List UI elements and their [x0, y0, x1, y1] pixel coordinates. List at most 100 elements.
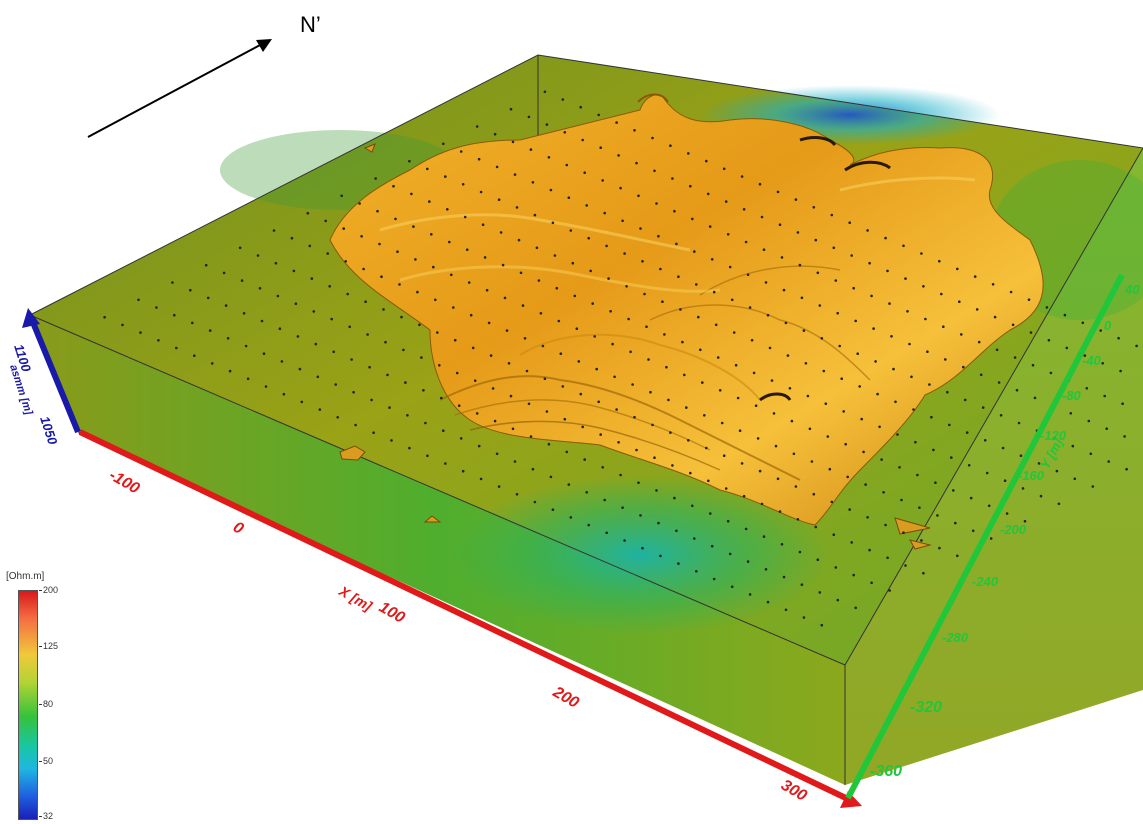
- electrode-dot: [465, 248, 469, 251]
- electrode-dot: [830, 213, 834, 217]
- electrode-dot: [820, 623, 824, 627]
- electrode-dot: [402, 348, 405, 352]
- electrode-dot: [639, 514, 642, 517]
- electrode-dot: [840, 377, 843, 381]
- electrode-dot: [591, 302, 594, 305]
- electrode-dot: [635, 161, 638, 165]
- electrode-dot: [742, 208, 746, 211]
- colorbar-unit: [Ohm.m]: [6, 571, 45, 582]
- electrode-dot: [342, 227, 346, 230]
- electrode-dot: [938, 259, 941, 263]
- electrode-dot: [599, 433, 602, 436]
- electrode-dot: [985, 471, 989, 475]
- electrode-dot: [493, 132, 497, 136]
- electrode-dot: [977, 340, 981, 344]
- electrode-dot: [709, 512, 712, 515]
- electrode-dot: [426, 167, 429, 171]
- electrode-dot: [515, 206, 519, 209]
- electrode-dot: [619, 186, 622, 190]
- electrode-dot: [394, 217, 397, 221]
- electrode-dot: [794, 485, 798, 488]
- electrode-dot: [758, 182, 762, 186]
- electrode-dot: [900, 498, 903, 502]
- electrode-dot: [872, 327, 875, 330]
- electrode-dot: [633, 415, 636, 419]
- electrode-dot: [513, 460, 517, 463]
- electrode-dot: [450, 273, 453, 277]
- electrode-dot: [908, 342, 911, 346]
- electrode-dot: [621, 219, 624, 223]
- y-tick-label: -240: [972, 574, 999, 589]
- y-tick-label: -360: [870, 763, 902, 780]
- electrode-dot: [242, 312, 246, 315]
- electrode-dot: [567, 196, 571, 199]
- electrode-dot: [601, 179, 604, 182]
- electrode-dot: [350, 358, 353, 361]
- electrode-dot: [577, 360, 581, 363]
- electrode-dot: [1037, 462, 1041, 465]
- electrode-dot: [547, 156, 551, 159]
- electrode-dot: [272, 229, 276, 232]
- electrode-dot: [701, 381, 704, 384]
- electrode-dot: [1029, 331, 1033, 334]
- electrode-dot: [557, 319, 561, 323]
- electrode-dot: [844, 442, 847, 446]
- electrode-dot: [936, 514, 939, 517]
- electrode-dot: [671, 177, 674, 180]
- electrode-dot: [1125, 467, 1128, 471]
- electrode-dot: [930, 415, 933, 419]
- electrode-dot: [386, 373, 389, 377]
- electrode-dot: [609, 310, 612, 313]
- electrode-dot: [772, 412, 776, 415]
- electrode-dot: [463, 215, 467, 219]
- electrode-dot: [461, 183, 465, 186]
- electrode-dot: [981, 406, 985, 409]
- electrode-dot: [424, 421, 427, 425]
- electrode-dot: [890, 335, 893, 338]
- electrode-dot: [344, 260, 348, 263]
- electrode-dot: [1099, 329, 1102, 332]
- electrode-dot: [647, 358, 650, 361]
- electrode-dot: [362, 267, 365, 271]
- electrode-dot: [852, 286, 855, 290]
- electrode-dot: [920, 252, 923, 255]
- electrode-dot: [675, 529, 678, 533]
- electrode-dot: [396, 250, 399, 253]
- electrode-dot: [461, 469, 465, 473]
- electrode-dot: [691, 217, 694, 221]
- electrode-dot: [1047, 338, 1051, 342]
- electrode-dot: [360, 235, 363, 238]
- electrode-dot: [543, 90, 547, 94]
- electrode-dot: [868, 548, 871, 552]
- electrode-dot: [948, 423, 951, 427]
- electrode-dot: [798, 263, 802, 267]
- electrode-dot: [768, 346, 772, 350]
- electrode-dot: [958, 300, 961, 304]
- electrode-dot: [1073, 477, 1077, 481]
- electrode-dot: [571, 261, 575, 265]
- electrode-dot: [707, 479, 710, 483]
- electrode-dot: [308, 244, 312, 248]
- electrode-dot: [292, 269, 296, 273]
- model-front-face: [30, 315, 845, 785]
- electrode-dot: [971, 529, 975, 533]
- electrode-dot: [1105, 427, 1108, 431]
- electrode-dot: [551, 508, 555, 512]
- electrode-dot: [559, 352, 563, 356]
- electrode-dot: [585, 204, 588, 207]
- electrode-dot: [238, 246, 242, 250]
- electrode-dot: [635, 448, 638, 452]
- electrode-dot: [569, 229, 573, 232]
- electrode-dot: [495, 165, 499, 169]
- electrode-dot: [477, 444, 481, 448]
- x-tick-label: 100: [376, 599, 408, 627]
- electrode-dot: [511, 427, 515, 431]
- electrode-dot: [276, 294, 280, 298]
- electrode-dot: [334, 383, 338, 386]
- electrode-dot: [693, 250, 696, 253]
- electrode-dot: [264, 385, 268, 388]
- electrode-dot: [531, 181, 535, 184]
- y-tick-label: -320: [910, 699, 942, 716]
- electrode-dot: [519, 271, 523, 275]
